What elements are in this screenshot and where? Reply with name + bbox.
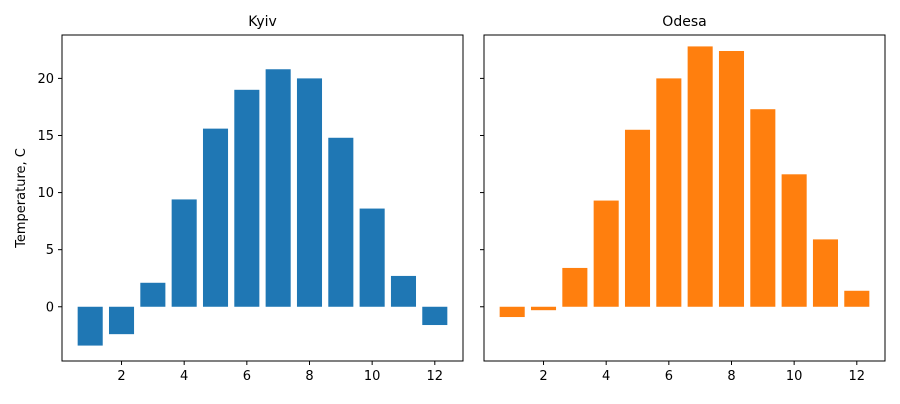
bar-odesa-9: [750, 109, 776, 307]
bar-kyiv-11: [390, 275, 417, 307]
bar-odesa-8: [718, 50, 745, 307]
x-tick-label-odesa-10: 10: [786, 369, 803, 384]
y-tick-label-kyiv-10: 10: [37, 186, 54, 201]
bar-odesa-4: [593, 200, 619, 307]
bar-kyiv-9: [328, 137, 354, 307]
x-tick-label-odesa-12: 12: [849, 369, 866, 384]
x-tick-label-kyiv-4: 4: [180, 369, 188, 384]
panel-title-kyiv: Kyiv: [248, 14, 277, 30]
bar-odesa-7: [687, 46, 713, 307]
plot-frame-kyiv: [61, 34, 464, 362]
bar-odesa-6: [656, 78, 682, 307]
bar-odesa-2: [530, 306, 557, 311]
y-tick-label-kyiv-0: 0: [46, 300, 54, 315]
panel-title-odesa: Odesa: [662, 14, 706, 30]
y-tick-label-kyiv-15: 15: [37, 129, 54, 144]
x-tick-label-kyiv-12: 12: [427, 369, 444, 384]
panel-odesa: Odesa 2 4 6 8 10 12: [480, 14, 886, 384]
bar-kyiv-4: [171, 199, 197, 307]
x-tick-label-odesa-4: 4: [602, 369, 610, 384]
bar-odesa-3: [562, 267, 588, 307]
x-tick-label-odesa-6: 6: [665, 369, 673, 384]
bar-odesa-11: [812, 239, 839, 307]
x-tick-label-odesa-2: 2: [539, 369, 547, 384]
bar-odesa-10: [781, 174, 807, 307]
x-tick-label-kyiv-10: 10: [364, 369, 381, 384]
panel-kyiv: Kyiv 2 4 6 8 10 12 0 5 10 15 20: [37, 14, 464, 384]
y-tick-label-kyiv-5: 5: [46, 243, 54, 258]
bar-kyiv-1: [77, 306, 103, 346]
y-axis-label: Temperature, C: [14, 148, 29, 249]
x-tick-label-kyiv-2: 2: [117, 369, 125, 384]
x-tick-label-kyiv-8: 8: [305, 369, 313, 384]
x-tick-label-odesa-8: 8: [727, 369, 735, 384]
plot-frame-odesa: [483, 34, 886, 362]
bar-kyiv-6: [234, 89, 260, 307]
bar-odesa-1: [499, 306, 525, 318]
bar-odesa-5: [624, 129, 651, 307]
bar-odesa-12: [844, 290, 870, 307]
bar-kyiv-12: [422, 306, 448, 326]
y-tick-label-kyiv-20: 20: [37, 72, 54, 87]
bar-kyiv-10: [359, 208, 385, 307]
bar-kyiv-3: [140, 282, 166, 307]
bar-kyiv-7: [265, 69, 291, 307]
bar-kyiv-8: [296, 78, 323, 307]
bar-kyiv-2: [108, 306, 135, 335]
x-tick-label-kyiv-6: 6: [243, 369, 251, 384]
bar-kyiv-5: [202, 128, 229, 307]
